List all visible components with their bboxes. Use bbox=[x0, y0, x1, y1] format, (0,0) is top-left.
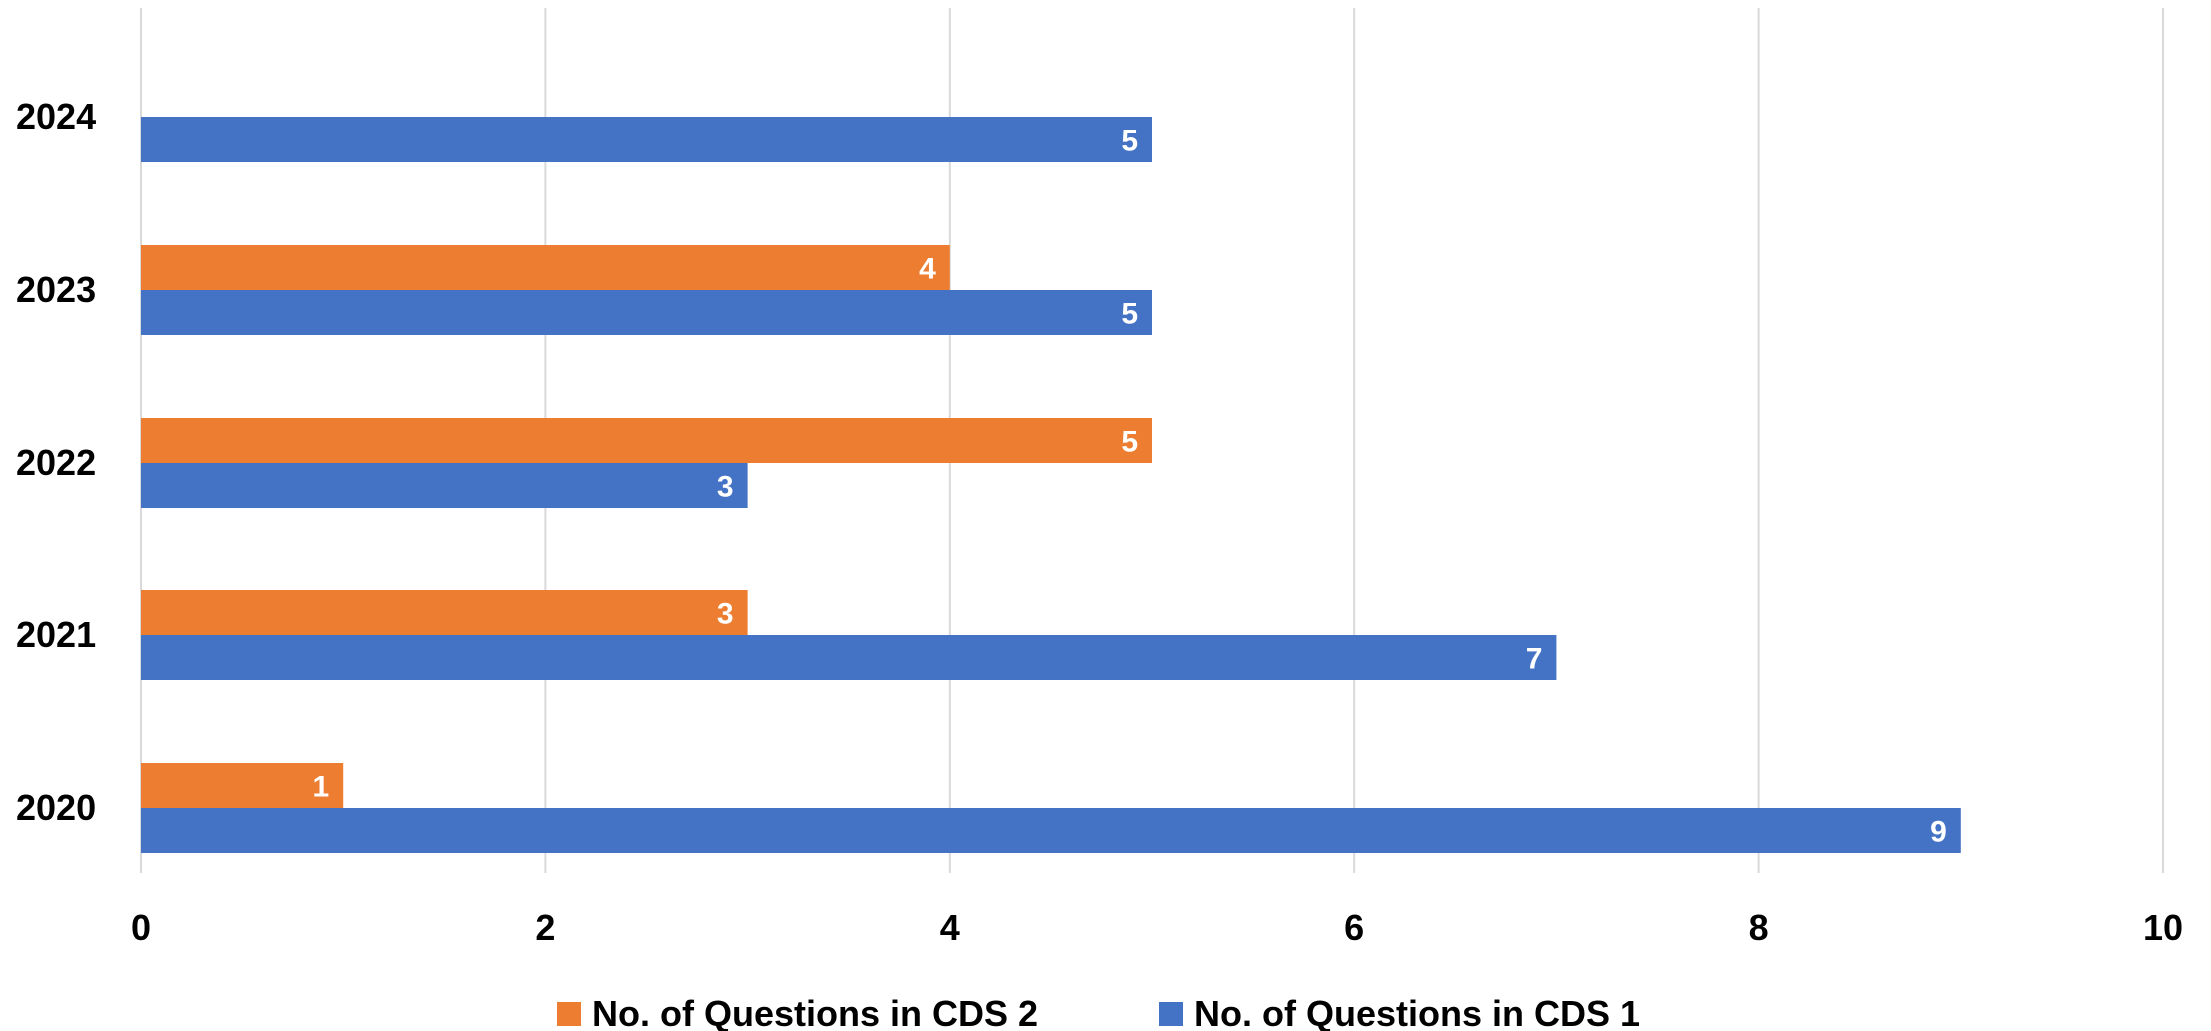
bar-cds2-2021 bbox=[141, 590, 748, 635]
category-label-2022: 2022 bbox=[16, 442, 96, 483]
legend-swatch-cds2 bbox=[557, 1002, 581, 1026]
data-label-cds2-2023: 4 bbox=[919, 253, 936, 286]
data-label-cds1-2024: 5 bbox=[1121, 125, 1138, 158]
category-label-2021: 2021 bbox=[16, 614, 96, 655]
data-label-cds1-2020: 9 bbox=[1930, 816, 1947, 849]
tick-label-2: 2 bbox=[535, 907, 555, 948]
tick-label-4: 4 bbox=[940, 907, 960, 948]
bar-cds2-2022 bbox=[141, 418, 1152, 463]
tick-label-6: 6 bbox=[1344, 907, 1364, 948]
bars bbox=[141, 117, 1961, 853]
data-label-cds2-2020: 1 bbox=[313, 771, 330, 804]
bar-cds2-2023 bbox=[141, 245, 950, 290]
category-label-2024: 2024 bbox=[16, 96, 96, 137]
bar-cds1-2023 bbox=[141, 290, 1152, 335]
data-label-cds1-2021: 7 bbox=[1526, 643, 1543, 676]
data-label-cds2-2022: 5 bbox=[1121, 426, 1138, 459]
bar-cds1-2022 bbox=[141, 463, 748, 508]
legend: No. of Questions in CDS 2 No. of Question… bbox=[557, 993, 1640, 1031]
tick-label-10: 10 bbox=[2143, 907, 2183, 948]
data-labels: 5 4 5 5 3 3 7 1 9 bbox=[313, 125, 1947, 849]
data-label-cds1-2023: 5 bbox=[1121, 298, 1138, 331]
data-label-cds1-2022: 3 bbox=[717, 471, 734, 504]
legend-label-cds2: No. of Questions in CDS 2 bbox=[592, 993, 1038, 1031]
tick-label-8: 8 bbox=[1749, 907, 1769, 948]
bar-cds1-2020 bbox=[141, 808, 1961, 853]
bar-cds2-2020 bbox=[141, 763, 344, 808]
bar-cds1-2021 bbox=[141, 635, 1557, 680]
category-label-2023: 2023 bbox=[16, 269, 96, 310]
value-axis: 0 2 4 6 8 10 bbox=[131, 907, 2183, 948]
legend-swatch-cds1 bbox=[1159, 1002, 1183, 1026]
category-label-2020: 2020 bbox=[16, 787, 96, 828]
category-axis: 2024 2023 2022 2021 2020 bbox=[16, 96, 96, 828]
bar-cds1-2024 bbox=[141, 117, 1152, 162]
legend-label-cds1: No. of Questions in CDS 1 bbox=[1194, 993, 1640, 1031]
tick-label-0: 0 bbox=[131, 907, 151, 948]
data-label-cds2-2021: 3 bbox=[717, 598, 734, 631]
